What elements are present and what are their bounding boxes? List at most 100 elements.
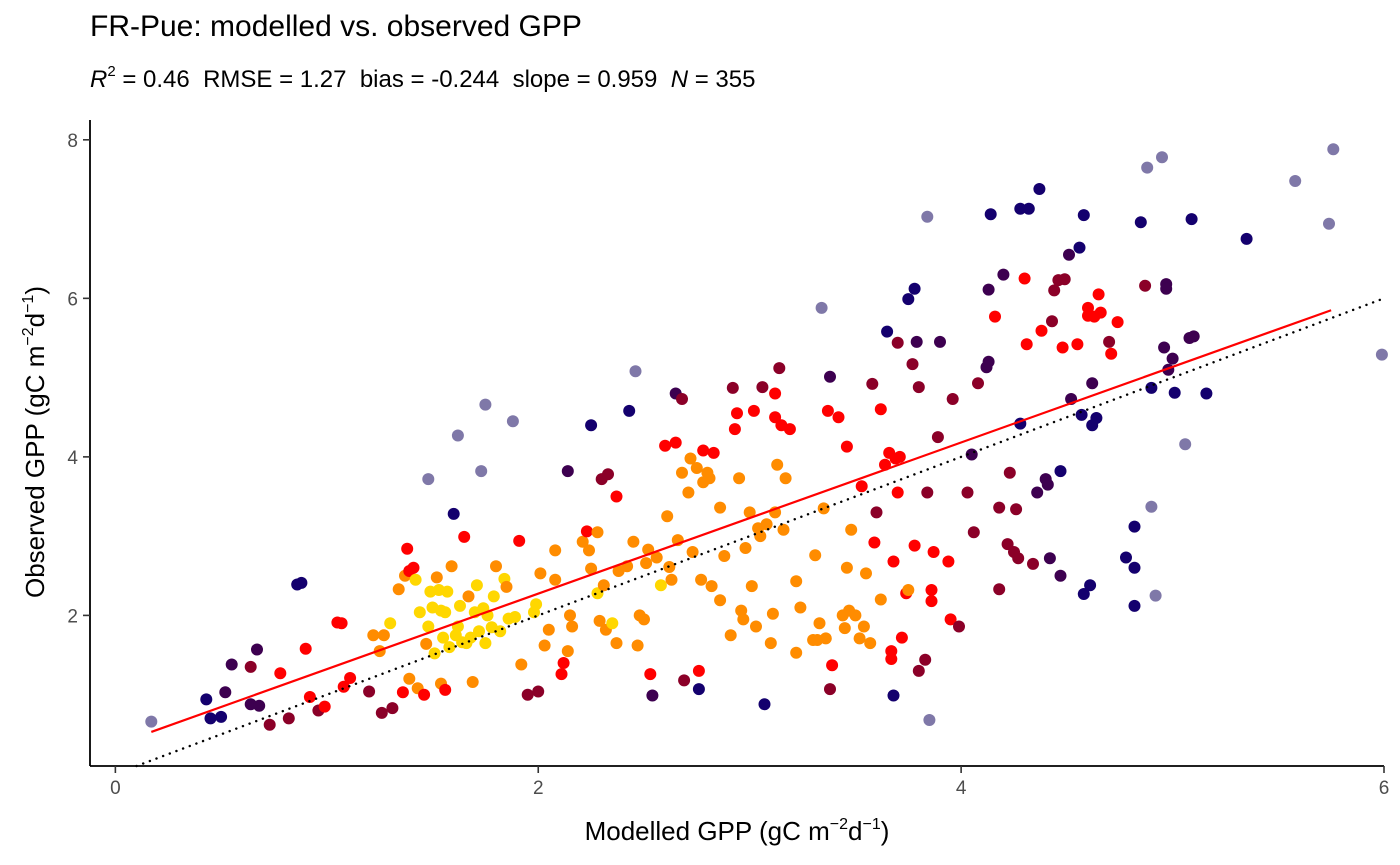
data-point — [887, 689, 900, 702]
data-point — [542, 623, 555, 636]
data-point — [555, 668, 568, 681]
y-tick-label: 6 — [67, 289, 78, 310]
data-point — [447, 507, 460, 520]
data-point — [993, 501, 1006, 514]
data-point — [422, 620, 435, 633]
data-point — [490, 560, 502, 573]
data-point — [707, 446, 720, 459]
data-point — [1046, 315, 1058, 328]
data-point — [303, 691, 316, 703]
data-point — [564, 609, 576, 622]
data-point — [733, 472, 746, 485]
data-point — [874, 403, 887, 416]
data-point — [521, 688, 534, 701]
data-point — [506, 415, 519, 428]
points-layer — [145, 143, 1388, 731]
data-point — [840, 440, 853, 453]
data-point — [475, 465, 488, 478]
n-value: = 355 — [688, 66, 756, 93]
stats-values: = 0.46 RMSE = 1.27 bias = -0.244 slope =… — [115, 66, 671, 93]
data-point — [1179, 438, 1192, 451]
data-point — [464, 631, 477, 644]
data-point — [855, 480, 868, 493]
data-point — [580, 525, 593, 538]
data-point — [225, 658, 238, 671]
data-point — [815, 301, 828, 314]
data-point — [606, 617, 619, 630]
data-point — [870, 506, 883, 519]
y-axis-title: Observed GPP (gC m−2d−1) — [20, 286, 50, 598]
data-point — [409, 573, 422, 586]
data-point — [845, 523, 858, 536]
data-point — [396, 686, 409, 699]
data-point — [532, 685, 545, 698]
data-point — [790, 575, 803, 588]
y-tick-label: 2 — [67, 606, 78, 627]
data-point — [1141, 161, 1154, 174]
data-point — [215, 710, 228, 723]
data-point — [684, 452, 697, 465]
data-point — [989, 310, 1001, 323]
data-point — [908, 539, 921, 552]
data-point — [703, 472, 716, 485]
data-point — [925, 584, 938, 596]
data-point — [318, 700, 331, 713]
data-point — [1012, 552, 1025, 565]
data-point — [1054, 465, 1067, 478]
data-point — [771, 458, 784, 471]
data-point — [479, 637, 492, 650]
data-point — [413, 606, 426, 619]
data-point — [1033, 183, 1046, 195]
data-point — [1156, 151, 1168, 164]
data-point — [1054, 569, 1067, 582]
data-point — [204, 712, 217, 725]
data-point — [853, 632, 866, 645]
x-tick-label: 6 — [1379, 778, 1390, 799]
data-point — [363, 685, 376, 698]
x-axis-ticks: 0 2 4 6 — [110, 766, 1389, 799]
data-point — [692, 664, 705, 677]
data-point — [891, 336, 904, 349]
data-point — [676, 393, 688, 405]
data-point — [443, 641, 456, 654]
data-point — [1149, 589, 1162, 602]
data-point — [392, 583, 405, 596]
data-point — [1027, 557, 1039, 570]
data-point — [561, 645, 574, 658]
data-point — [403, 672, 416, 685]
data-point — [794, 601, 807, 614]
data-point — [906, 358, 919, 371]
data-point — [1139, 279, 1152, 292]
data-point — [692, 683, 705, 696]
data-point — [849, 609, 862, 622]
chart-subtitle-stats: R2 = 0.46 RMSE = 1.27 bias = -0.244 slop… — [90, 64, 756, 94]
data-point — [868, 536, 881, 549]
data-point — [439, 606, 452, 619]
data-point — [549, 544, 562, 557]
data-point — [1058, 273, 1071, 286]
data-point — [809, 549, 822, 562]
data-point — [549, 573, 562, 586]
data-point — [754, 530, 767, 543]
data-point — [1035, 324, 1048, 337]
data-point — [921, 210, 934, 223]
data-point — [659, 439, 672, 452]
data-point — [676, 466, 688, 479]
data-point — [946, 393, 959, 405]
data-point — [944, 613, 957, 626]
x-tick-label: 4 — [956, 778, 967, 799]
data-point — [885, 653, 898, 665]
data-point — [638, 613, 650, 626]
data-point — [750, 620, 762, 633]
data-point — [1077, 209, 1090, 222]
data-point — [299, 642, 312, 655]
data-point — [1063, 248, 1075, 261]
data-point — [1003, 466, 1016, 479]
data-point — [779, 472, 792, 485]
data-point — [881, 325, 894, 338]
data-point — [462, 590, 475, 603]
data-point — [1010, 503, 1023, 516]
data-point — [623, 404, 636, 417]
data-point — [1071, 338, 1084, 351]
